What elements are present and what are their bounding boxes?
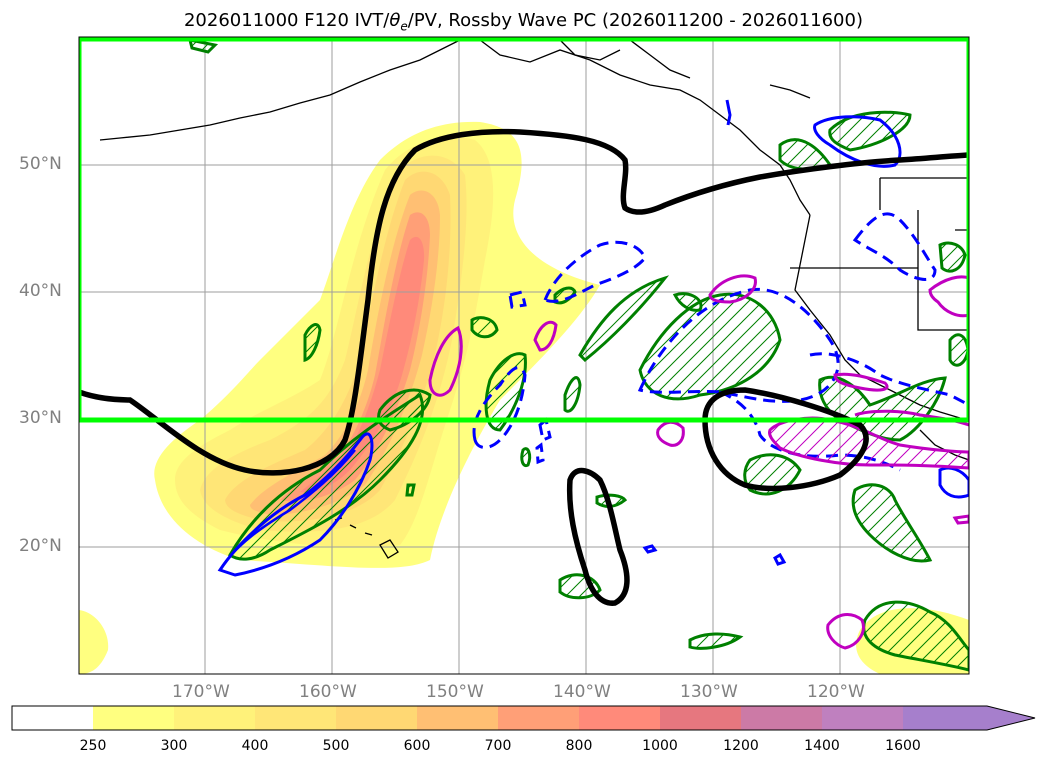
colorbar-label-400: 400	[241, 738, 269, 754]
colorbar-bin-8	[660, 706, 741, 730]
lon-label-120w: 120°W	[807, 682, 865, 702]
lon-label-140w: 140°W	[553, 682, 611, 702]
chart-title: 2026011000 F120 IVT/θe/PV, Rossby Wave P…	[183, 10, 863, 34]
region-box	[79, 37, 969, 423]
colorbar-bin-3	[255, 706, 336, 730]
colorbar-outline	[11, 705, 1036, 731]
colorbar-bin-6	[498, 706, 579, 730]
colorbar-bin-7	[579, 706, 660, 730]
colorbar-label-500: 500	[322, 738, 350, 754]
colorbar-bin-10	[822, 706, 903, 730]
map-frame	[78, 36, 970, 675]
colorbar-bin-11	[903, 706, 987, 730]
colorbar-label-600: 600	[403, 738, 431, 754]
colorbar-label-1000: 1000	[642, 738, 678, 754]
lon-label-160w: 160°W	[299, 682, 357, 702]
colorbar-label-1600: 1600	[885, 738, 921, 754]
lat-label-50n: 50°N	[19, 154, 62, 174]
coastlines	[99, 39, 969, 559]
colorbar-label-250: 250	[79, 738, 107, 754]
colorbar-label-1200: 1200	[723, 738, 759, 754]
lon-label-150w: 150°W	[426, 682, 484, 702]
lon-label-170w: 170°W	[172, 682, 230, 702]
colorbar-label-800: 800	[565, 738, 593, 754]
colorbar	[11, 705, 1036, 731]
lat-label-40n: 40°N	[19, 281, 62, 301]
colorbar-bin-9	[741, 706, 822, 730]
colorbar-bin-4	[336, 706, 417, 730]
colorbar-bin-2	[174, 706, 255, 730]
colorbar-label-700: 700	[484, 738, 512, 754]
colorbar-bin-1	[93, 706, 174, 730]
colorbar-bin-5	[417, 706, 498, 730]
colorbar-label-1400: 1400	[804, 738, 840, 754]
colorbar-label-300: 300	[160, 738, 188, 754]
lon-label-130w: 130°W	[680, 682, 738, 702]
lat-label-30n: 30°N	[19, 408, 62, 428]
lat-label-20n: 20°N	[19, 536, 62, 556]
colorbar-bin-0	[12, 706, 93, 730]
colorbar-extend-arrow	[987, 706, 1035, 730]
rossby-wave-ridge-line	[79, 128, 969, 606]
blue-contours	[217, 99, 969, 577]
